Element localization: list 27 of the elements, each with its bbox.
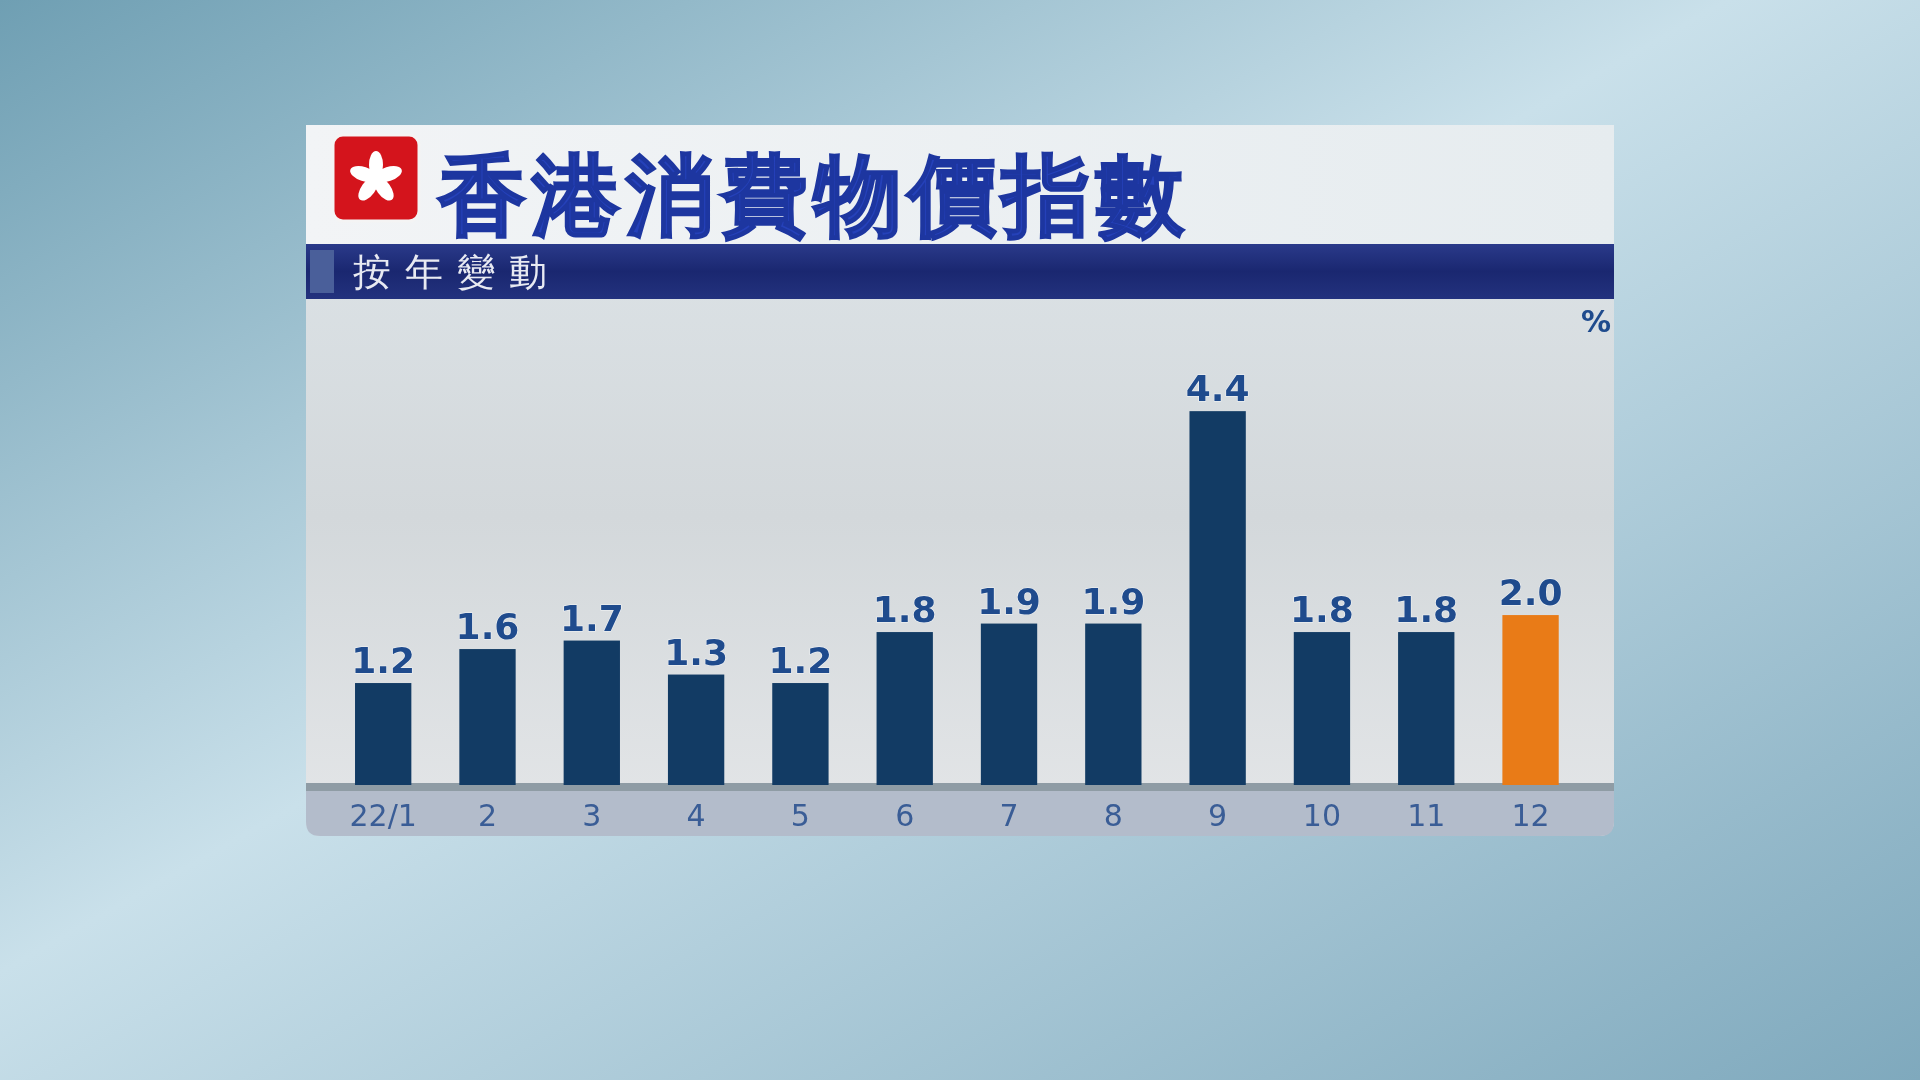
data-label: 4.4 [1185, 368, 1250, 410]
x-tick-label: 9 [1208, 798, 1228, 833]
chart-subtitle: 按年變動 [353, 250, 561, 294]
x-tick-label: 22/1 [349, 798, 417, 833]
x-tick-label: 5 [790, 798, 810, 833]
data-label: 1.8 [1290, 589, 1354, 631]
data-label: 1.8 [872, 589, 937, 631]
x-tick-label: 6 [895, 798, 915, 833]
data-label: 1.8 [1394, 589, 1459, 631]
data-label: 1.9 [977, 580, 1041, 622]
y-axis-title: % [1580, 304, 1612, 339]
x-tick-label: 12 [1511, 798, 1550, 833]
data-label: 1.3 [664, 631, 728, 673]
data-label: 1.7 [559, 597, 624, 639]
data-label: 2.0 [1498, 572, 1563, 614]
x-tick-label: 4 [686, 798, 706, 833]
data-label: 1.2 [768, 640, 833, 682]
data-label: 1.6 [455, 606, 520, 648]
x-tick-label: 10 [1302, 798, 1342, 833]
data-label: 1.2 [351, 640, 416, 682]
x-tick-label: 11 [1407, 798, 1446, 833]
x-tick-label: 2 [477, 798, 498, 833]
x-tick-label: 3 [582, 798, 602, 833]
x-tick-label: 7 [999, 798, 1019, 833]
data-label: 1.9 [1081, 580, 1146, 622]
x-tick-label: 8 [1103, 798, 1123, 833]
chart-title: 香港消費物價指數 [437, 144, 1190, 247]
